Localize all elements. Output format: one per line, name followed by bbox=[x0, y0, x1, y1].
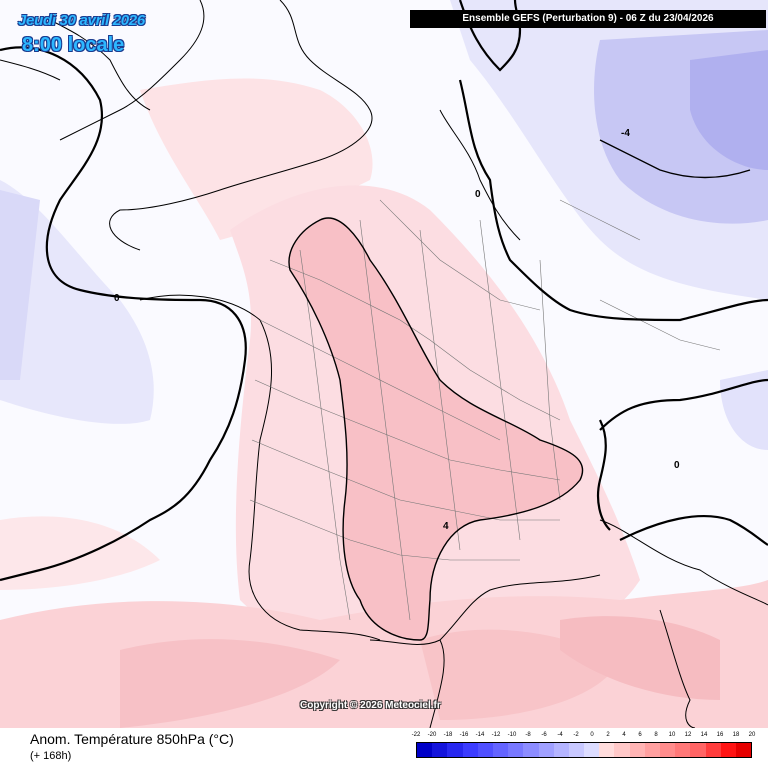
legend-color-bar bbox=[416, 742, 752, 758]
legend-label: 8 bbox=[654, 732, 658, 738]
department-borders bbox=[249, 199, 721, 621]
legend-label: 16 bbox=[716, 732, 724, 738]
legend-swatch bbox=[584, 743, 600, 757]
legend-swatch bbox=[462, 743, 478, 757]
legend-label: 20 bbox=[748, 732, 756, 738]
legend-label: -8 bbox=[525, 732, 531, 738]
legend-swatch bbox=[705, 743, 721, 757]
contour-label: 0 bbox=[114, 293, 120, 304]
legend-label: -20 bbox=[427, 732, 437, 738]
legend-swatch bbox=[492, 743, 509, 757]
contour-label: 0 bbox=[674, 460, 680, 471]
legend-swatch bbox=[690, 743, 706, 757]
color-legend: -22 -20 -18 -16 -14 -12 -10 -8 -6 -4 -2 0 2 4 6 8 10 12 14… bbox=[412, 732, 756, 758]
legend-swatch bbox=[447, 743, 463, 757]
legend-label: 2 bbox=[606, 732, 610, 738]
map-canvas: -4 0 0 0 4 bbox=[0, 0, 768, 728]
legend-label: 14 bbox=[700, 732, 708, 738]
contour-label: 0 bbox=[475, 189, 481, 200]
anomaly-contour-4 bbox=[288, 139, 751, 641]
legend-swatch bbox=[660, 743, 676, 757]
forecast-time: 8:00 locale bbox=[22, 34, 125, 56]
legend-swatch bbox=[629, 743, 645, 757]
legend-label: -22 bbox=[411, 732, 421, 738]
copyright-text: Copyright © 2026 Meteociel.fr bbox=[300, 700, 441, 711]
forecast-date: Jeudi 30 avril 2026 bbox=[18, 12, 145, 29]
temperature-anomaly-map: -4 0 0 0 4 Ensemble GEFS (Perturbation 9… bbox=[0, 0, 768, 728]
coastlines bbox=[0, 0, 768, 728]
legend-label: 12 bbox=[684, 732, 692, 738]
legend-label: -4 bbox=[557, 732, 563, 738]
legend-swatch bbox=[568, 743, 585, 757]
contour-label: -4 bbox=[621, 128, 630, 139]
legend-swatch bbox=[644, 743, 660, 757]
legend-swatch bbox=[553, 743, 569, 757]
contour-label: 4 bbox=[443, 521, 449, 532]
legend-label: 10 bbox=[668, 732, 676, 738]
legend-swatch bbox=[614, 743, 630, 757]
legend-swatch bbox=[538, 743, 554, 757]
cold-anomaly-atlantic bbox=[0, 180, 154, 424]
lead-time: (+ 168h) bbox=[30, 750, 72, 762]
legend-label: -10 bbox=[507, 732, 517, 738]
legend-swatch bbox=[432, 743, 448, 757]
legend-swatch bbox=[735, 743, 752, 757]
legend-swatch bbox=[417, 743, 433, 757]
legend-label: -18 bbox=[443, 732, 453, 738]
legend-label: -2 bbox=[573, 732, 579, 738]
legend-swatch bbox=[675, 743, 691, 757]
legend-labels: -22 -20 -18 -16 -14 -12 -10 -8 -6 -4 -2 0 2 4 6 8 10 12 14… bbox=[412, 732, 756, 742]
footer: Anom. Température 850hPa (°C) (+ 168h) -… bbox=[0, 728, 768, 768]
legend-label: 4 bbox=[622, 732, 626, 738]
model-title-bar: Ensemble GEFS (Perturbation 9) - 06 Z du… bbox=[410, 10, 766, 28]
legend-swatch bbox=[508, 743, 524, 757]
legend-swatch bbox=[523, 743, 539, 757]
legend-swatch bbox=[599, 743, 615, 757]
legend-label: -6 bbox=[541, 732, 547, 738]
warm-core-region bbox=[289, 218, 583, 640]
parameter-title: Anom. Température 850hPa (°C) bbox=[30, 731, 234, 747]
legend-label: 18 bbox=[732, 732, 740, 738]
legend-label: -14 bbox=[475, 732, 485, 738]
legend-label: 0 bbox=[590, 732, 594, 738]
legend-label: 6 bbox=[638, 732, 642, 738]
legend-swatch bbox=[720, 743, 736, 757]
anomaly-contours bbox=[0, 0, 768, 582]
legend-label: -12 bbox=[491, 732, 501, 738]
legend-label: -16 bbox=[459, 732, 469, 738]
legend-swatch bbox=[477, 743, 493, 757]
